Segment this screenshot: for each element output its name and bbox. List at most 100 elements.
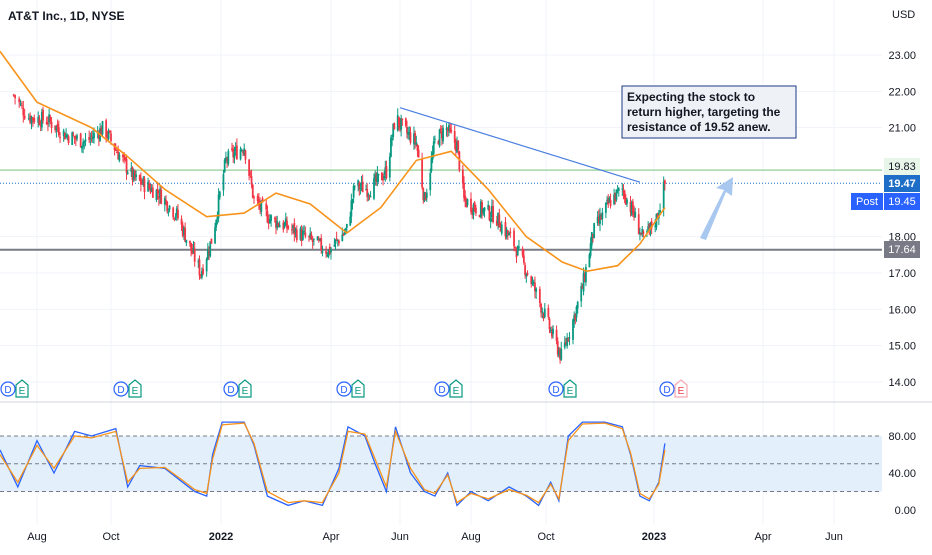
candle-body [227, 151, 230, 164]
candle-body [79, 133, 82, 148]
price-axis[interactable]: 23.00 22.00 21.00 18.00 17.00 16.00 15.00 14.00… [888, 50, 916, 517]
candle-body [449, 128, 451, 131]
stochastic-tick-label[interactable]: 40.00 [888, 468, 916, 480]
price-tick-label[interactable]: 23.00 [888, 50, 916, 62]
dividend-marker[interactable] [113, 381, 129, 397]
candle-body [373, 178, 375, 199]
support-tag-text: 17.64 [888, 244, 916, 256]
time-tick-label[interactable]: Oct [537, 531, 554, 543]
candle-body [568, 337, 571, 339]
candle-body [358, 183, 361, 190]
earnings-marker[interactable] [674, 379, 688, 398]
candle-body [399, 123, 401, 128]
price-tick-label[interactable]: 22.00 [888, 86, 916, 98]
stochastic-tick-label[interactable]: 80.00 [888, 431, 916, 443]
candle-body [391, 138, 393, 141]
dividend-marker[interactable] [548, 381, 564, 397]
price-tick-label[interactable]: 15.00 [888, 341, 916, 353]
candle-body [239, 149, 242, 160]
candle-body [508, 233, 511, 236]
candle-body [606, 200, 608, 202]
candle-body [366, 188, 369, 197]
earnings-marker[interactable] [15, 379, 29, 398]
candle-body [596, 216, 599, 224]
candle-body [572, 319, 574, 340]
trendline[interactable] [399, 107, 641, 183]
candle-body [157, 196, 160, 199]
candle-body [205, 259, 208, 272]
time-tick-label[interactable]: 2022 [209, 531, 233, 543]
candle-body [214, 227, 216, 244]
candle-body [487, 204, 490, 210]
candle-body [408, 131, 411, 135]
candle-body [367, 194, 370, 196]
price-tick-label[interactable]: 16.00 [888, 304, 916, 316]
candle-body [21, 105, 23, 107]
candle-body [181, 224, 184, 236]
candle-body [397, 116, 400, 126]
dividend-marker[interactable] [0, 381, 16, 397]
time-axis[interactable]: Aug Oct 2022 Apr Jun Aug Oct 2023 Apr Jun [27, 531, 843, 543]
time-tick-label[interactable]: Oct [102, 531, 119, 543]
earnings-marker[interactable] [238, 379, 252, 398]
candle-body [499, 228, 502, 232]
annotation-line: resistance of 19.52 anew. [627, 120, 771, 134]
time-tick-label[interactable]: Apr [322, 531, 339, 543]
resistance-tag-text: 19.83 [888, 161, 916, 173]
candle-body [202, 268, 204, 274]
time-tick-label[interactable]: Jun [391, 531, 409, 543]
annotation-box [621, 85, 797, 139]
dividend-marker[interactable] [336, 381, 352, 397]
candle-body [465, 199, 468, 207]
earnings-marker[interactable] [128, 379, 142, 398]
earnings-marker[interactable] [563, 379, 577, 398]
candle-body [616, 189, 619, 191]
candle-body [106, 134, 109, 138]
candle-body [555, 329, 558, 341]
candle-body [415, 142, 418, 145]
dividend-marker[interactable] [434, 381, 450, 397]
candle-body [116, 151, 118, 153]
candle-body [226, 158, 229, 162]
candle-body [275, 219, 277, 228]
candle-body [23, 115, 26, 119]
candle-body [259, 202, 262, 210]
stochastic-pane [0, 421, 882, 507]
dividend-marker[interactable] [659, 381, 675, 397]
candle-body [336, 239, 339, 241]
dividend-marker[interactable] [223, 381, 239, 397]
time-tick-label[interactable]: Aug [27, 531, 47, 543]
earnings-marker[interactable] [449, 379, 463, 398]
earnings-marker[interactable] [351, 379, 365, 398]
candle-body [654, 226, 657, 228]
candle-body [481, 202, 483, 215]
candle-body [124, 157, 127, 161]
price-tick-label[interactable]: 17.00 [888, 268, 916, 280]
candle-body [583, 274, 586, 282]
time-tick-label[interactable]: 2023 [642, 531, 666, 543]
stochastic-k-line[interactable] [0, 421, 666, 507]
candle-body [66, 135, 69, 137]
time-tick-label[interactable]: Jun [825, 531, 843, 543]
candle-body [631, 201, 634, 213]
stochastic-tick-label[interactable]: 0.00 [895, 505, 916, 517]
candle-body [515, 250, 518, 258]
earnings-marker-text: E [242, 386, 249, 397]
candle-body [649, 222, 652, 230]
time-tick-label[interactable]: Apr [754, 531, 771, 543]
candle-body [416, 144, 419, 151]
candle-body [110, 133, 112, 141]
candle-body [563, 342, 566, 348]
price-tick-label[interactable]: 21.00 [888, 123, 916, 135]
moving-average-line[interactable] [0, 50, 666, 273]
price-tick-label[interactable]: 18.00 [888, 232, 916, 244]
time-tick-label[interactable]: Aug [461, 531, 481, 543]
candle-body [574, 313, 577, 320]
stochastic-d-line[interactable] [0, 422, 666, 504]
candle-body [126, 172, 129, 174]
annotation-callout[interactable]: Expecting the stock to return higher, ta… [621, 85, 797, 240]
price-tick-label[interactable]: 14.00 [888, 377, 916, 389]
annotation-line: return higher, targeting the [627, 105, 781, 119]
